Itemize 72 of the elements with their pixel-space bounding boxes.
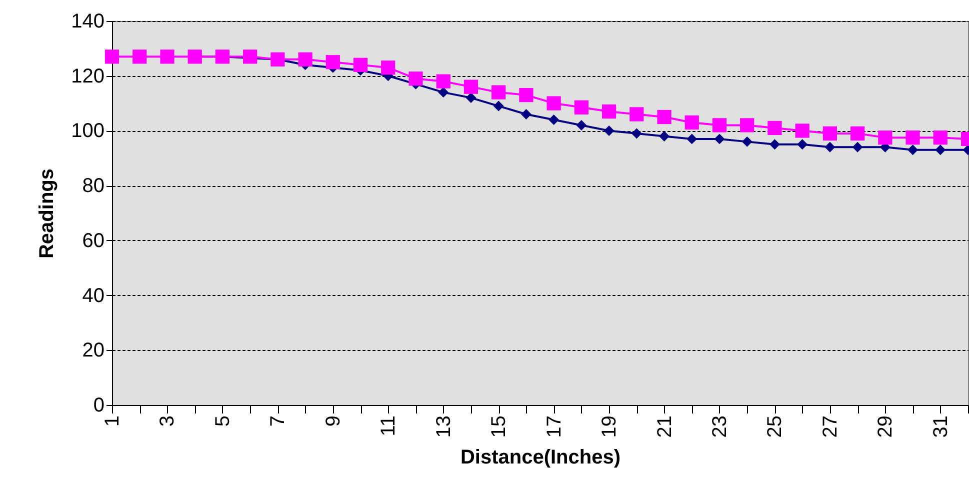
point [742,136,752,147]
x-axis-title: Distance(Inches) [460,446,621,469]
point [630,107,644,122]
point [242,50,258,64]
x-tick-label: 3 [156,416,179,427]
point [822,126,838,141]
point [686,134,698,144]
x-tick-label: 21 [654,416,676,438]
point [795,124,810,138]
x-tick-label: 17 [543,416,566,438]
point [438,87,449,98]
point [436,74,450,88]
point [602,104,616,119]
y-tick-label: 80 [82,175,104,198]
x-tick-label: 7 [267,416,290,427]
point [104,50,120,64]
x-tick-label: 1 [102,416,124,427]
y-tick-label: 0 [93,394,104,416]
point [740,118,754,132]
point [906,130,920,145]
point [353,58,368,72]
point [381,60,396,75]
y-axis-title: Readings [36,168,58,259]
y-tick-label: 100 [71,120,104,142]
x-tick-label: 25 [764,416,786,438]
y-tick-label: 60 [82,230,104,252]
point [908,144,918,156]
x-tick-label: 11 [378,416,400,436]
point [326,55,340,70]
point [132,50,147,64]
x-tick-label: 15 [488,416,510,438]
point [797,139,808,150]
point [714,134,725,144]
point [160,50,174,64]
point [493,100,504,112]
point [659,130,670,142]
x-tick-label: 31 [930,416,952,438]
point [712,118,727,132]
point [519,88,534,102]
x-tick-label: 27 [819,416,842,438]
point [548,114,560,125]
point [850,126,865,141]
x-tick-label: 9 [322,416,344,427]
point [466,92,476,104]
point [298,52,312,66]
x-tick-label: 13 [432,416,455,438]
point [657,110,672,124]
point [464,80,478,94]
y-tick-label: 40 [82,284,104,307]
point [576,120,587,130]
point [935,144,946,156]
point [408,72,423,86]
point [492,85,506,100]
y-tick-label: 20 [82,340,104,362]
point [824,142,836,152]
point [878,130,892,145]
x-tick-label: 19 [598,416,621,438]
point [768,120,782,136]
point [631,128,642,139]
x-tick-label: 29 [874,416,897,438]
y-tick-label: 120 [71,65,104,88]
point [604,125,614,136]
point [852,142,863,152]
point [574,100,588,114]
point [546,96,561,110]
y-tick-label: 140 [71,10,104,32]
point [933,130,948,145]
point [769,139,780,150]
x-tick-label: 5 [212,416,234,427]
point [520,109,532,120]
point [684,115,699,130]
x-tick-label: 23 [708,416,731,438]
